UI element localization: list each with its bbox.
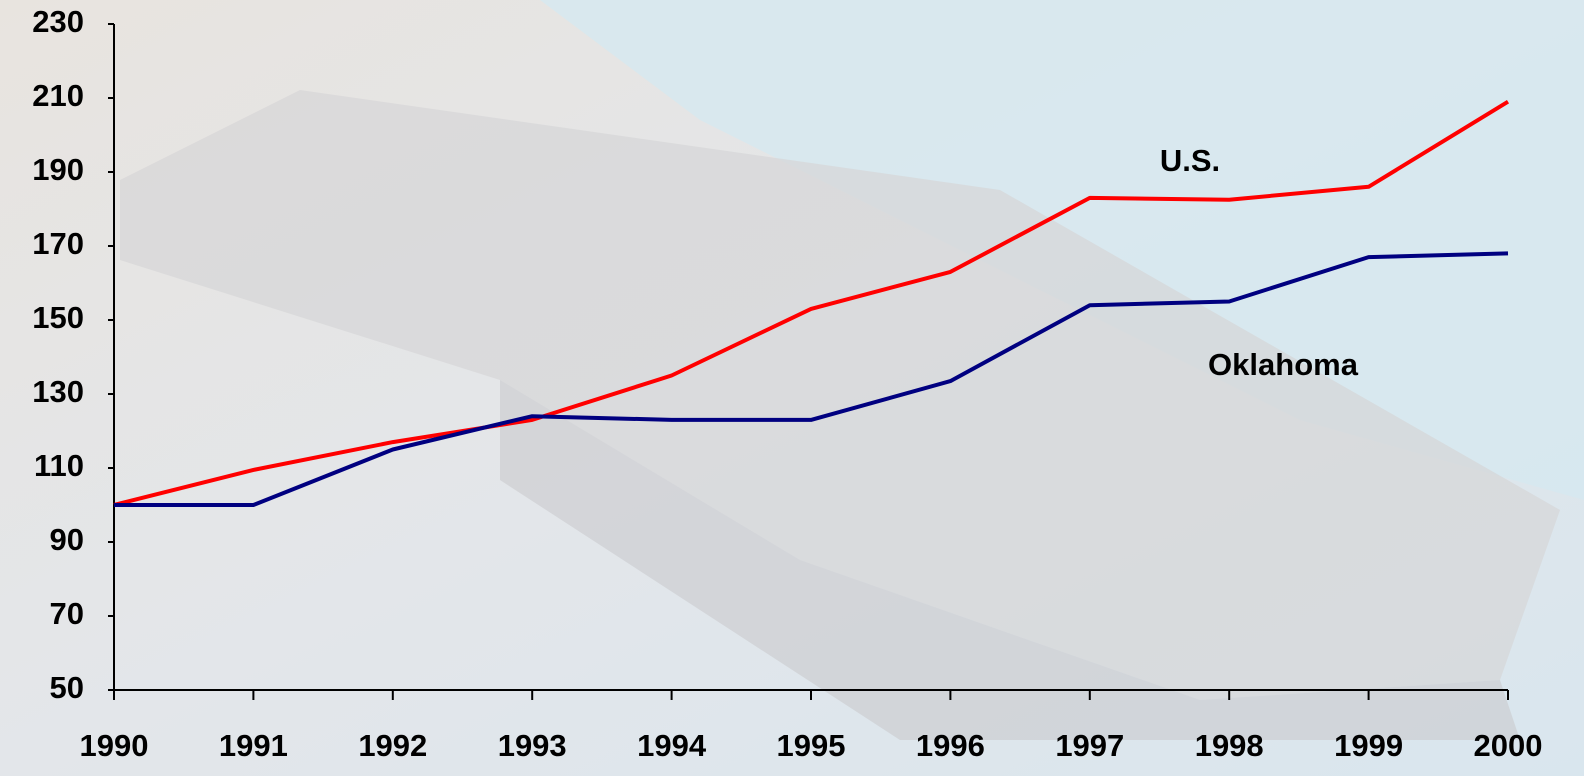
y-tick-label: 230 — [32, 4, 84, 39]
ship — [120, 90, 1560, 700]
x-tick-label: 2000 — [1474, 728, 1543, 763]
series-label: Oklahoma — [1208, 347, 1359, 382]
y-tick-label: 50 — [50, 670, 84, 705]
x-tick-label: 1999 — [1334, 728, 1403, 763]
series-line — [113, 99, 1510, 507]
y-tick-label: 170 — [32, 226, 84, 261]
y-tick-label: 190 — [32, 152, 84, 187]
y-tick-label: 210 — [32, 78, 84, 113]
x-tick-label: 1998 — [1195, 728, 1264, 763]
series-line — [114, 251, 1509, 507]
x-tick-label: 1994 — [637, 728, 707, 763]
y-tick-label: 130 — [32, 374, 84, 409]
y-tick-label: 150 — [32, 300, 84, 335]
y-tick-label: 90 — [50, 522, 84, 557]
series-label: U.S. — [1160, 143, 1220, 178]
x-tick-label: 1992 — [358, 728, 427, 763]
x-tick-label: 1991 — [219, 728, 288, 763]
x-tick-label: 1995 — [777, 728, 846, 763]
hull — [500, 380, 1520, 740]
x-tick-label: 1996 — [916, 728, 985, 763]
x-tick-label: 1997 — [1055, 728, 1124, 763]
x-tick-label: 1993 — [498, 728, 567, 763]
y-tick-label: 110 — [34, 448, 84, 483]
y-tick-label: 70 — [50, 596, 84, 631]
x-tick-label: 1990 — [80, 728, 149, 763]
